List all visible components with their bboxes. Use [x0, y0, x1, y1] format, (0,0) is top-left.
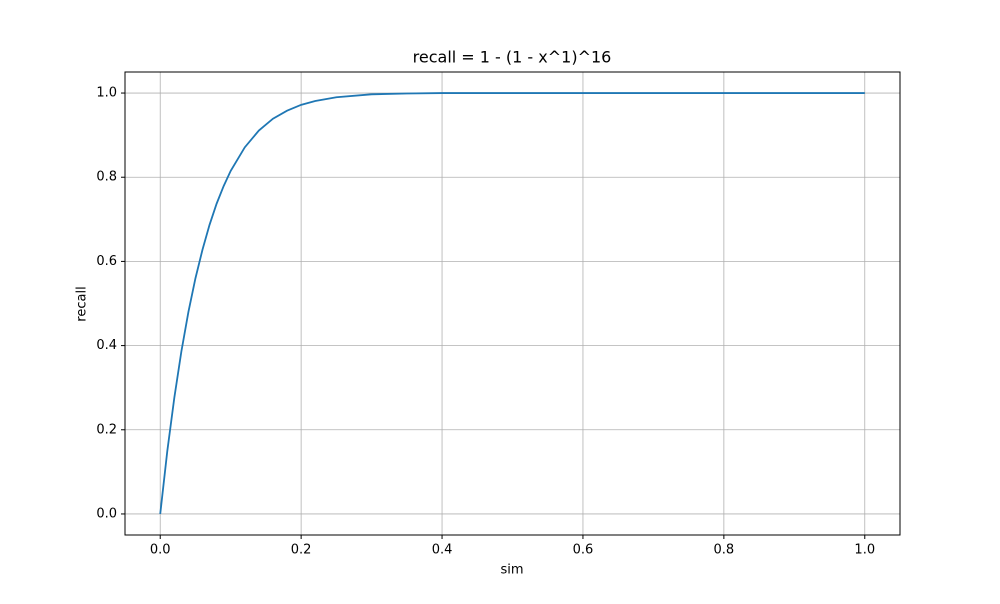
x-tick-label: 0.8: [714, 543, 735, 558]
x-tick-label: 0.2: [291, 543, 312, 558]
x-tick-label: 0.4: [432, 543, 453, 558]
x-tick-label: 0.0: [150, 543, 171, 558]
y-tick-label: 0.4: [96, 338, 117, 353]
chart-title: recall = 1 - (1 - x^1)^16: [413, 48, 612, 67]
x-tick-label: 0.6: [573, 543, 594, 558]
y-tick-label: 1.0: [96, 86, 117, 101]
y-tick-label: 0.8: [96, 170, 117, 185]
y-axis-label: recall: [75, 286, 90, 321]
line-series: [159, 92, 865, 515]
x-tick-label: 1.0: [854, 543, 875, 558]
y-tick-label: 0.2: [96, 422, 117, 437]
x-axis-label: sim: [500, 563, 523, 578]
y-tick-label: 0.0: [96, 506, 117, 521]
y-tick-label: 0.6: [96, 254, 117, 269]
plot-frame: [124, 71, 901, 536]
